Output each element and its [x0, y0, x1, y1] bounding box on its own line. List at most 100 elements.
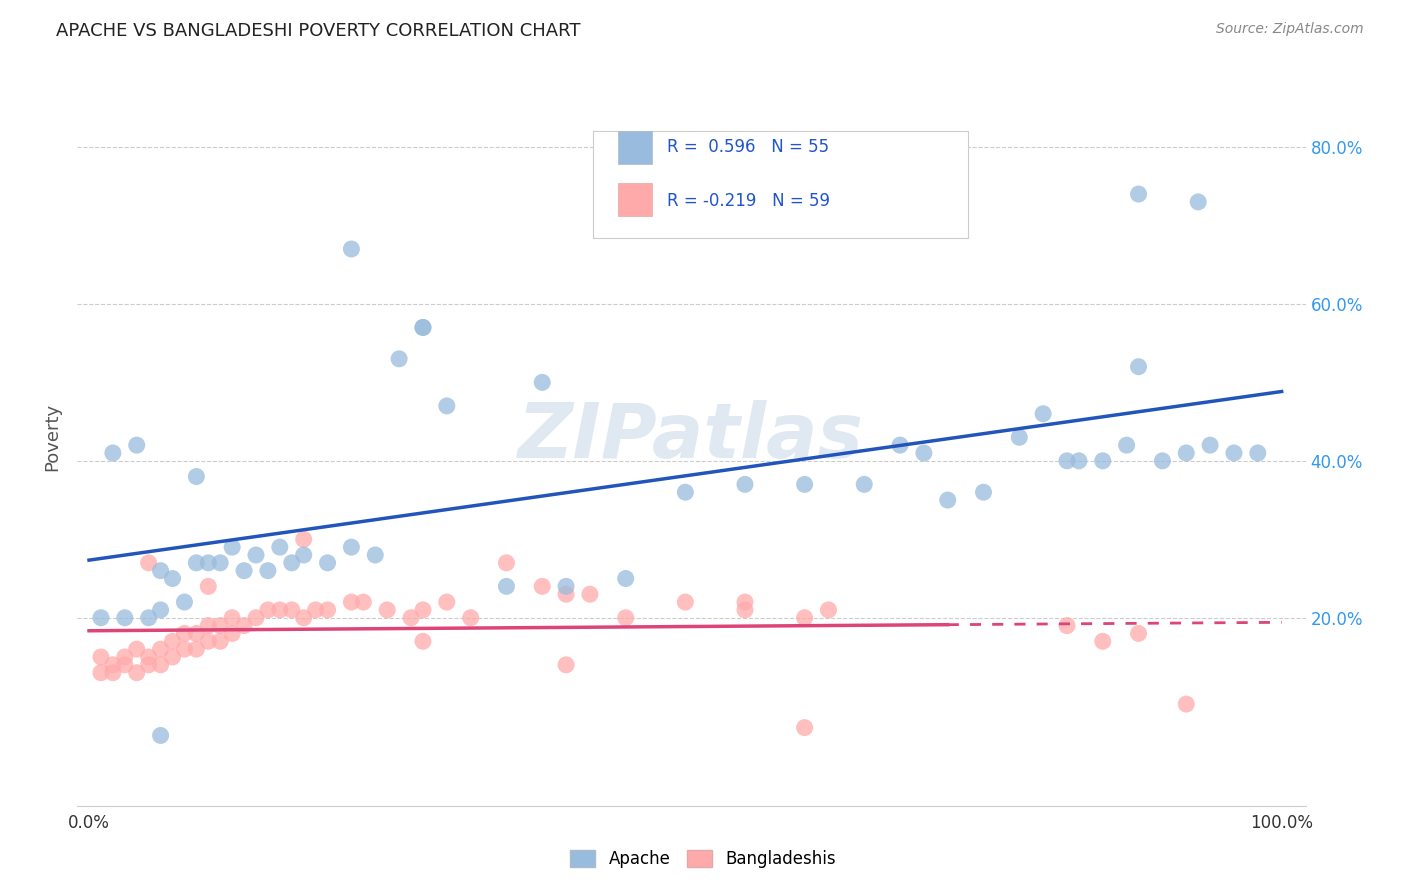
Point [912, 446, 935, 460]
Point [149, 642, 172, 657]
Point [162, 650, 184, 665]
Point [281, 603, 304, 617]
Point [114, 657, 136, 672]
Point [340, 540, 363, 554]
Point [186, 626, 208, 640]
Point [340, 242, 363, 256]
Point [90, 611, 112, 625]
Point [90, 650, 112, 665]
Point [853, 477, 876, 491]
Point [138, 657, 160, 672]
Point [579, 587, 602, 601]
Point [614, 611, 637, 625]
Point [460, 611, 482, 625]
Point [1187, 194, 1209, 209]
Point [125, 642, 148, 657]
Point [114, 611, 136, 625]
Point [221, 611, 243, 625]
Point [257, 603, 280, 617]
Point [209, 618, 232, 632]
Point [149, 564, 172, 578]
Point [793, 611, 815, 625]
Point [936, 493, 959, 508]
Point [352, 595, 374, 609]
Point [1128, 187, 1150, 202]
Point [495, 579, 517, 593]
Point [1247, 446, 1270, 460]
Point [125, 665, 148, 680]
Point [436, 595, 458, 609]
Point [114, 650, 136, 665]
Point [149, 728, 172, 742]
Point [281, 556, 304, 570]
Point [257, 564, 280, 578]
Point [221, 626, 243, 640]
Point [209, 556, 232, 570]
Point [1175, 697, 1198, 711]
Point [173, 626, 195, 640]
Point [734, 477, 756, 491]
Point [233, 618, 256, 632]
Point [1223, 446, 1246, 460]
Bar [617, 183, 652, 216]
Point [673, 595, 696, 609]
Point [1128, 626, 1150, 640]
Point [340, 595, 363, 609]
Point [101, 665, 124, 680]
Point [412, 320, 434, 334]
Point [221, 540, 243, 554]
Point [292, 533, 315, 547]
Point [1067, 454, 1090, 468]
Point [233, 564, 256, 578]
Point [375, 603, 398, 617]
Point [162, 572, 184, 586]
Point [1128, 359, 1150, 374]
Point [388, 351, 411, 366]
Legend: Apache, Bangladeshis: Apache, Bangladeshis [564, 843, 842, 875]
Point [889, 438, 911, 452]
Point [209, 634, 232, 648]
Point [138, 650, 160, 665]
Point [186, 642, 208, 657]
Point [149, 603, 172, 617]
Point [186, 556, 208, 570]
Point [1091, 634, 1114, 648]
Point [364, 548, 387, 562]
Text: APACHE VS BANGLADESHI POVERTY CORRELATION CHART: APACHE VS BANGLADESHI POVERTY CORRELATIO… [56, 22, 581, 40]
FancyBboxPatch shape [593, 131, 967, 238]
Point [101, 446, 124, 460]
Point [245, 611, 267, 625]
Point [101, 657, 124, 672]
Point [316, 603, 339, 617]
Point [555, 657, 578, 672]
Point [614, 572, 637, 586]
Point [162, 634, 184, 648]
Point [149, 657, 172, 672]
Point [1152, 454, 1174, 468]
Text: ZIPatlas: ZIPatlas [519, 401, 865, 475]
Bar [617, 131, 652, 164]
Point [1056, 618, 1078, 632]
Point [531, 376, 554, 390]
Point [186, 469, 208, 483]
Point [793, 477, 815, 491]
Point [197, 634, 219, 648]
Text: R = -0.219   N = 59: R = -0.219 N = 59 [666, 193, 830, 211]
Point [1199, 438, 1222, 452]
Point [245, 548, 267, 562]
Point [555, 579, 578, 593]
Point [269, 540, 291, 554]
Point [125, 438, 148, 452]
Point [1056, 454, 1078, 468]
Point [197, 618, 219, 632]
Point [173, 642, 195, 657]
Point [412, 603, 434, 617]
Point [793, 721, 815, 735]
Point [1008, 430, 1031, 444]
Y-axis label: Poverty: Poverty [44, 403, 60, 471]
Point [555, 587, 578, 601]
Point [734, 603, 756, 617]
Point [197, 556, 219, 570]
Point [495, 556, 517, 570]
Point [138, 611, 160, 625]
